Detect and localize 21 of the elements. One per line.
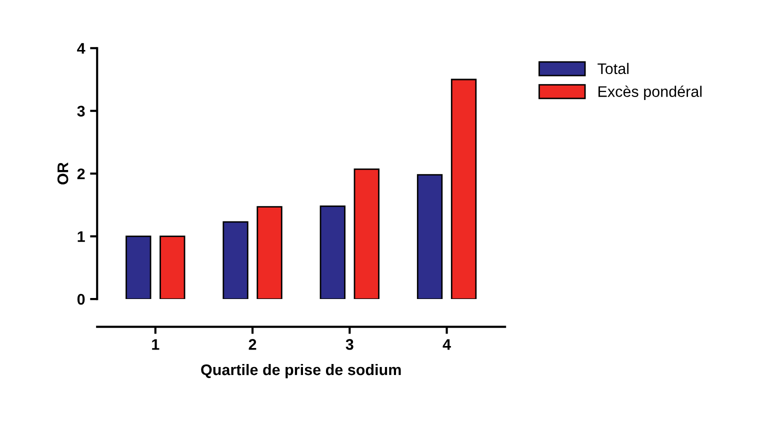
y-tick-label: 3 [77, 106, 85, 117]
x-tick-label: 1 [152, 339, 160, 350]
bar [256, 206, 282, 300]
y-tick-label: 4 [77, 43, 86, 54]
bar [416, 174, 443, 300]
y-tick-label: 0 [77, 294, 85, 305]
y-tick-label: 1 [78, 231, 85, 242]
bar [354, 168, 380, 300]
legend-label: Total [598, 62, 628, 74]
bar [160, 236, 186, 300]
bar [450, 78, 477, 300]
y-tick-label: 2 [77, 168, 85, 180]
bar [320, 206, 346, 300]
bar [126, 236, 152, 300]
legend-label: Excès pondéral [598, 86, 702, 100]
y-axis-title: OR [57, 162, 68, 184]
x-tick-label: 4 [442, 339, 451, 350]
x-tick-label: 3 [346, 339, 354, 350]
x-axis-title: Quartile de prise de sodium [201, 364, 401, 378]
bar [222, 221, 248, 300]
x-tick-label: 2 [248, 339, 256, 350]
